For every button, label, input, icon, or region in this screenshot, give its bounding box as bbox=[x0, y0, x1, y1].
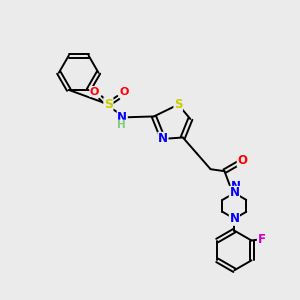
Text: O: O bbox=[120, 86, 129, 97]
Text: N: N bbox=[230, 212, 239, 225]
Text: N: N bbox=[117, 111, 127, 124]
Text: N: N bbox=[230, 187, 239, 200]
Text: O: O bbox=[237, 154, 247, 167]
Text: S: S bbox=[174, 98, 182, 111]
Text: O: O bbox=[90, 86, 99, 97]
Text: N: N bbox=[231, 179, 242, 193]
Text: F: F bbox=[257, 233, 266, 246]
Text: H: H bbox=[117, 120, 126, 130]
Text: N: N bbox=[158, 132, 168, 146]
Text: S: S bbox=[104, 98, 113, 111]
